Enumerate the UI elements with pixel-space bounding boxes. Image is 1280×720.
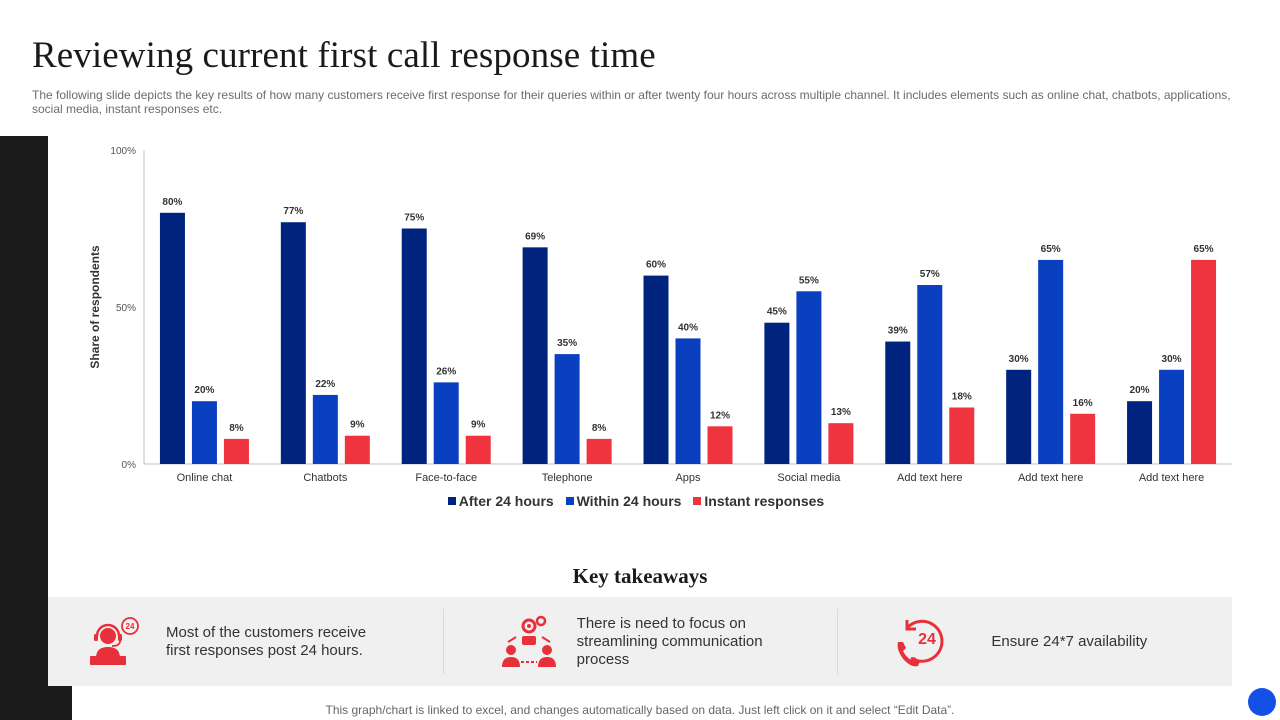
- bar: [917, 285, 943, 464]
- data-label: 45%: [767, 307, 787, 318]
- legend-swatch-after: [447, 497, 456, 505]
- data-label: 18%: [952, 391, 972, 402]
- data-label: 8%: [229, 423, 244, 434]
- data-label: 35%: [557, 338, 577, 349]
- data-label: 30%: [1162, 354, 1182, 365]
- data-label: 69%: [525, 231, 545, 242]
- 24-7-phone-icon: 24: [897, 619, 944, 666]
- bar: [1070, 413, 1096, 464]
- legend-label-instant: Instant responses: [704, 493, 825, 509]
- bar: [828, 423, 854, 464]
- data-label: 16%: [1073, 398, 1093, 409]
- data-label: 40%: [678, 322, 698, 333]
- data-label: 20%: [194, 385, 214, 396]
- bar: [401, 228, 427, 464]
- legend-swatch-instant: [693, 497, 702, 505]
- page-subtitle: The following slide depicts the key resu…: [32, 88, 1231, 116]
- bar: [1006, 369, 1032, 464]
- bar: [191, 401, 217, 464]
- bar: [1159, 369, 1185, 464]
- footer-note: This graph/chart is linked to excel, and…: [325, 703, 955, 717]
- bar: [344, 435, 370, 464]
- takeaway-text-3: Ensure 24*7 availability: [991, 632, 1148, 650]
- key-takeaways-panel: 24 Most of the customers receive first r…: [48, 597, 1232, 686]
- bar: [1038, 259, 1064, 464]
- page-title: Reviewing current first call response ti…: [32, 35, 656, 76]
- x-tick-label: Apps: [675, 472, 701, 484]
- communication-process-icon: [501, 615, 556, 667]
- bar: [554, 354, 580, 464]
- bar: [643, 275, 669, 464]
- key-takeaways-heading: Key takeaways: [572, 564, 708, 588]
- data-label: 60%: [646, 260, 666, 271]
- data-label: 30%: [1009, 354, 1029, 365]
- bar: [707, 426, 733, 464]
- x-tick-label: Online chat: [177, 472, 233, 484]
- x-tick-label: Add text here: [1139, 472, 1204, 484]
- data-label: 77%: [283, 206, 303, 217]
- agent-badge-text: 24: [126, 622, 135, 631]
- legend-swatch-within: [565, 497, 574, 505]
- data-label: 22%: [315, 379, 335, 390]
- y-tick-label: 50%: [116, 303, 136, 314]
- legend-item-instant: Instant responses: [693, 493, 824, 509]
- legend-item-within: Within 24 hours: [565, 493, 682, 509]
- bar: [1191, 259, 1217, 464]
- bar: [949, 407, 975, 464]
- bar: [1127, 401, 1153, 464]
- bar: [465, 435, 491, 464]
- x-tick-label: Face-to-face: [415, 472, 477, 484]
- phone-icon-24-text: 24: [918, 631, 936, 648]
- data-label: 65%: [1041, 244, 1061, 255]
- bar: [586, 438, 612, 464]
- y-tick-label: 100%: [110, 146, 136, 157]
- bar: [159, 212, 185, 464]
- data-label: 9%: [350, 420, 365, 431]
- data-label: 9%: [471, 420, 486, 431]
- data-label: 26%: [436, 366, 456, 377]
- bar: [764, 322, 790, 464]
- chart-legend: After 24 hours Within 24 hours Instant r…: [0, 493, 1280, 509]
- data-label: 12%: [710, 410, 730, 421]
- takeaway-item-3: 24 Ensure 24*7 availability: [837, 597, 1232, 686]
- x-tick-label: Social media: [777, 472, 841, 484]
- data-label: 80%: [162, 197, 182, 208]
- bar: [433, 382, 459, 464]
- data-label: 55%: [799, 275, 819, 286]
- bar: [312, 394, 338, 464]
- left-decorative-bar: [0, 136, 48, 686]
- x-tick-label: Add text here: [1018, 472, 1083, 484]
- bar-chart: 0% 50% 100% Share of respondents 80% 20% 8% Onl…: [88, 146, 1232, 484]
- y-tick-label: 0%: [122, 460, 137, 471]
- data-label: 13%: [831, 407, 851, 418]
- x-tick-label: Telephone: [542, 472, 593, 484]
- bar: [522, 247, 548, 464]
- left-decorative-bar-bottom: [0, 686, 72, 720]
- legend-item-after: After 24 hours: [447, 493, 554, 509]
- data-label: 8%: [592, 423, 607, 434]
- takeaway-item-2: There is need to focus on streamlining c…: [442, 597, 838, 686]
- data-label: 75%: [404, 213, 424, 224]
- legend-label-within: Within 24 hours: [576, 493, 682, 509]
- takeaway-text-1: Most of the customers receive first resp…: [166, 623, 367, 659]
- data-label: 39%: [888, 326, 908, 337]
- data-label: 57%: [920, 269, 940, 280]
- bar: [675, 338, 701, 464]
- x-tick-label: Add text here: [897, 472, 962, 484]
- bar: [885, 341, 911, 464]
- data-label: 20%: [1130, 385, 1150, 396]
- x-tick-label: Chatbots: [303, 472, 348, 484]
- bar: [280, 222, 306, 464]
- takeaway-item-1: 24 Most of the customers receive first r…: [48, 597, 443, 686]
- y-axis-title: Share of respondents: [88, 245, 102, 369]
- 24-hour-support-agent-icon: 24: [90, 616, 139, 665]
- data-label: 65%: [1194, 244, 1214, 255]
- corner-dot: [1248, 688, 1276, 716]
- bar: [223, 438, 249, 464]
- bar: [796, 291, 822, 464]
- takeaway-text-2: There is need to focus on streamlining c…: [576, 614, 763, 668]
- legend-label-after: After 24 hours: [458, 493, 554, 509]
